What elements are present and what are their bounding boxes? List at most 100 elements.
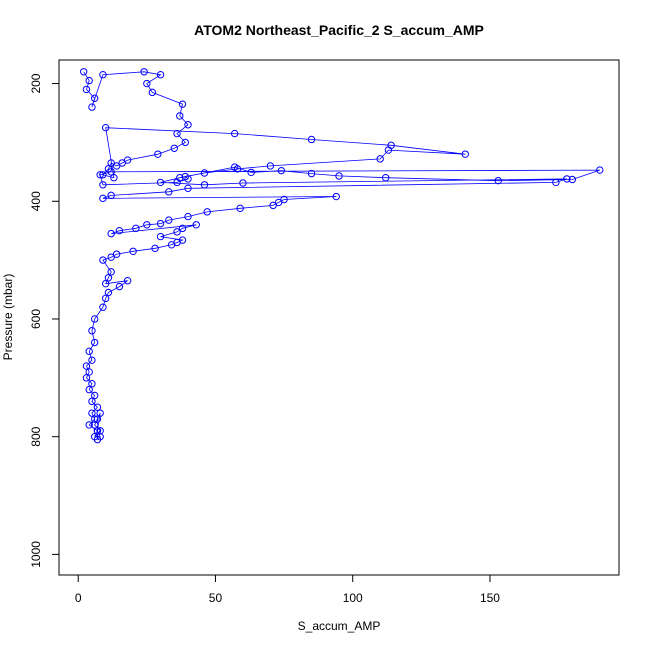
data-point: [93, 435, 102, 444]
data-point: [107, 253, 115, 261]
data-point: [173, 129, 181, 138]
data-point: [93, 415, 102, 423]
data-point: [110, 174, 118, 182]
data-point: [96, 409, 104, 417]
data-point: [200, 169, 209, 177]
data-point: [280, 195, 288, 204]
data-point: [107, 268, 115, 276]
data-point: [381, 174, 390, 182]
data-point: [200, 181, 209, 189]
x-axis: 0 50 100 150: [75, 574, 500, 605]
data-point: [156, 71, 165, 79]
data-point: [173, 228, 181, 236]
y-tick-label: 200: [29, 73, 43, 93]
data-point: [494, 176, 502, 185]
data-point: [239, 179, 247, 187]
data-point: [277, 166, 286, 175]
data-point: [90, 415, 99, 423]
data-point: [170, 144, 178, 152]
data-point: [140, 68, 148, 76]
data-point: [90, 338, 99, 347]
data-point: [176, 174, 184, 182]
data-point: [101, 279, 110, 288]
data-point: [82, 374, 91, 382]
data-point: [165, 216, 173, 224]
data-point: [376, 155, 384, 163]
x-tick-label: 0: [75, 591, 82, 605]
data-point: [99, 256, 107, 264]
data-point: [461, 150, 469, 158]
data-point: [156, 178, 165, 187]
data-point: [115, 226, 124, 235]
data-point: [112, 162, 121, 170]
y-axis-label: Pressure (mbar): [1, 274, 15, 361]
data-point: [184, 184, 192, 193]
data-point: [236, 204, 244, 213]
data-point: [384, 146, 393, 154]
data-point: [230, 163, 239, 171]
data-point: [143, 221, 151, 229]
data-point: [104, 274, 113, 282]
x-tick-label: 100: [343, 591, 363, 605]
data-point: [99, 303, 107, 311]
data-point: [132, 224, 140, 233]
data-point: [107, 159, 115, 167]
data-point: [82, 85, 91, 94]
data-point: [156, 219, 165, 228]
y-tick-label: 400: [29, 191, 43, 211]
data-point: [203, 208, 211, 216]
data-point: [85, 385, 93, 394]
data-point: [99, 194, 107, 203]
data-point: [85, 368, 93, 376]
data-point: [335, 172, 343, 180]
data-point: [82, 362, 91, 370]
data-point: [90, 315, 99, 323]
data-point: [112, 250, 121, 258]
data-point: [85, 421, 93, 429]
data-point: [184, 121, 192, 129]
data-point: [274, 198, 283, 207]
data-point: [563, 175, 571, 183]
data-point: [107, 168, 115, 176]
data-point: [85, 76, 93, 85]
data-point: [184, 212, 192, 221]
data-point: [596, 166, 604, 174]
y-tick-label: 1000: [29, 541, 43, 568]
data-point: [332, 192, 340, 201]
data-point: [90, 391, 99, 400]
data-point: [167, 241, 176, 249]
chart-title: ATOM2 Northeast_Pacific_2 S_accum_AMP: [194, 22, 484, 38]
data-point: [99, 171, 107, 179]
data-point: [247, 168, 255, 177]
data-point: [148, 88, 157, 97]
plot-area: [80, 68, 604, 444]
data-point: [104, 288, 113, 297]
data-point: [123, 156, 132, 164]
data-point: [151, 244, 159, 253]
data-point: [192, 221, 200, 229]
data-point: [88, 380, 96, 388]
data-point: [115, 282, 124, 291]
data-point: [118, 159, 126, 167]
data-point: [107, 191, 115, 200]
data-point: [184, 175, 192, 183]
data-point: [90, 94, 99, 102]
data-point: [88, 397, 96, 406]
data-point: [165, 188, 173, 196]
data-point: [307, 135, 316, 144]
data-point: [154, 150, 162, 158]
data-point: [107, 229, 115, 238]
plot-frame: [58, 59, 620, 576]
data-point: [266, 162, 275, 170]
data-point: [90, 421, 99, 429]
data-point: [99, 181, 107, 189]
data-point: [85, 347, 93, 356]
series-line: [83, 71, 600, 440]
y-tick-label: 600: [29, 309, 43, 329]
data-point: [88, 327, 96, 335]
data-point: [178, 224, 187, 233]
data-point: [181, 138, 189, 147]
data-point: [129, 247, 137, 255]
data-point: [88, 103, 96, 111]
